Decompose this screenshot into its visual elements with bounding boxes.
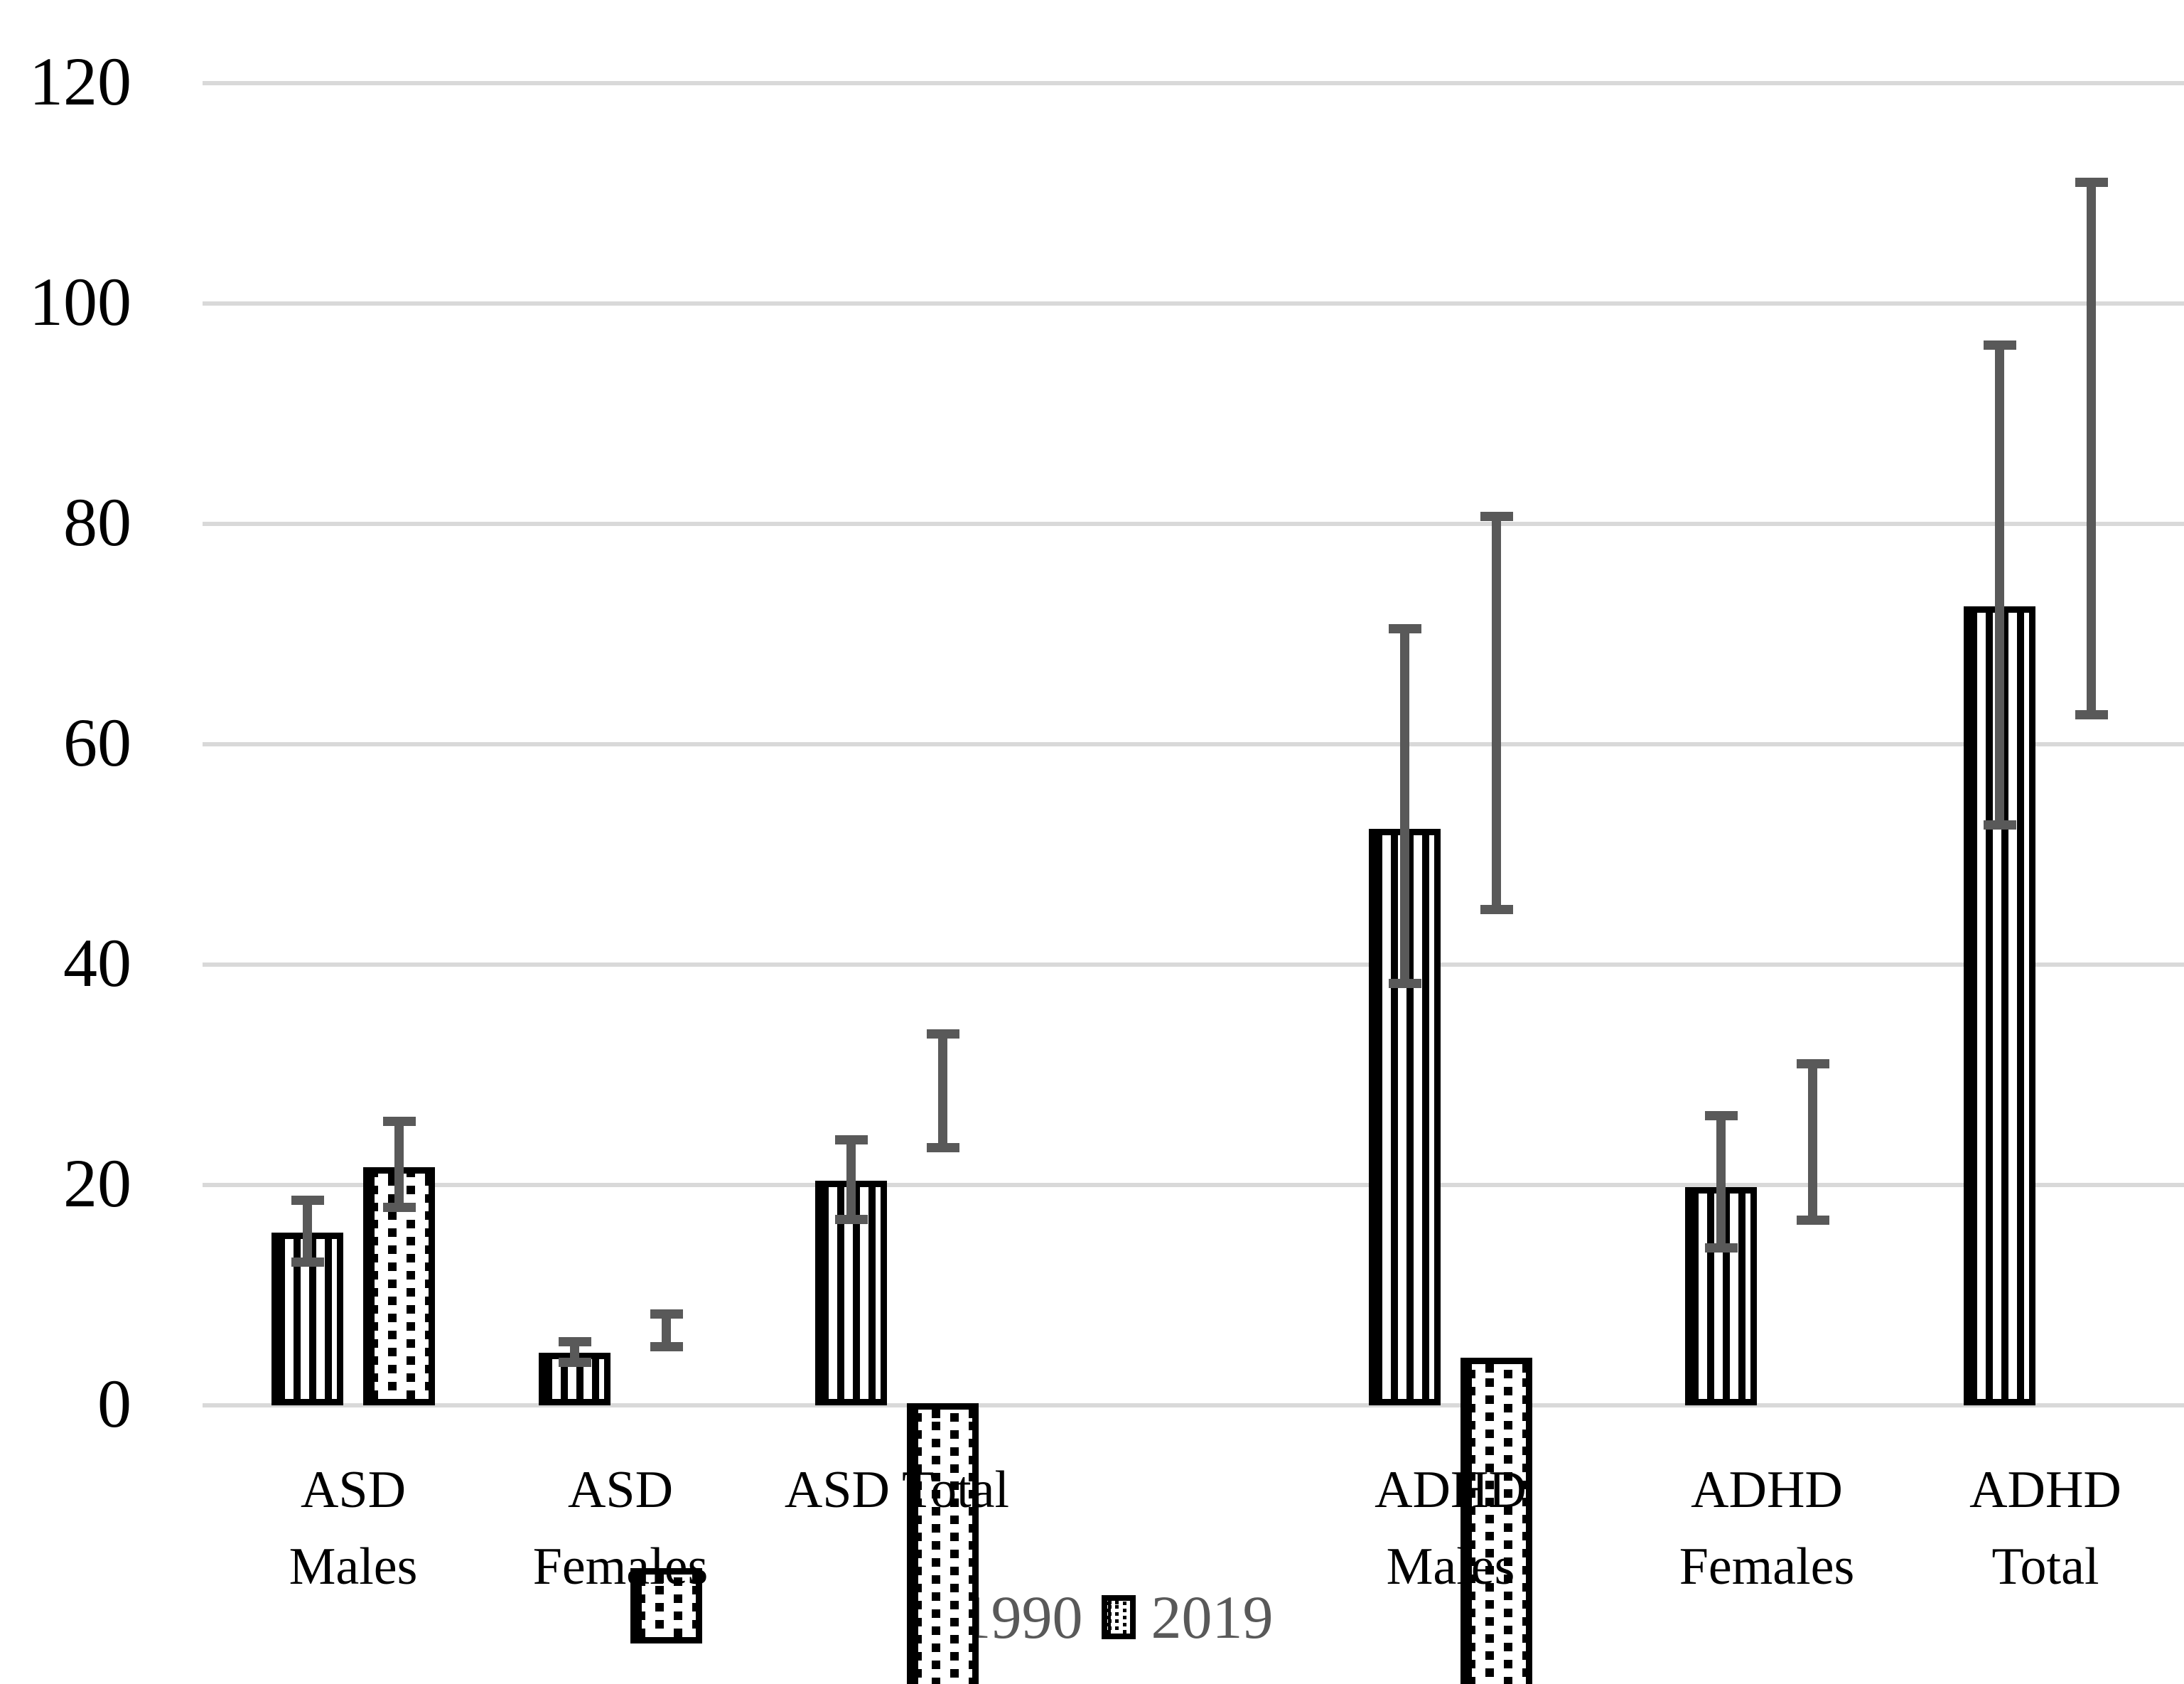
error-bar-cap-bottom (834, 1214, 868, 1224)
legend-label-2019: 2019 (1151, 1583, 1274, 1651)
error-bar-cap-top (1704, 1110, 1738, 1120)
bar-2019-asd-females (630, 1568, 702, 1643)
x-axis-category-label-asd-total: ASD Total (784, 1461, 1010, 1519)
error-bar-cap-bottom (1704, 1243, 1738, 1253)
x-axis-category-label-asd-females: ASD Females (532, 1461, 709, 1596)
error-bar-stem (1995, 345, 2004, 825)
error-bar-cap-bottom (291, 1257, 324, 1267)
error-bar-stem (1492, 516, 1501, 910)
error-bar-cap-bottom (558, 1358, 591, 1368)
error-bar-stem (2087, 182, 2096, 715)
error-bar-cap-bottom (1480, 905, 1513, 914)
gridline-60 (203, 742, 2184, 746)
error-bar-cap-bottom (382, 1202, 416, 1212)
error-bar-cap-top (2075, 178, 2108, 187)
y-axis-tick-label-40: 40 (63, 925, 131, 1001)
error-bar-cap-bottom (1388, 978, 1421, 988)
bar-1990-adhd-females (1685, 1187, 1757, 1405)
gridline-100 (203, 301, 2184, 306)
gridline-20 (203, 1183, 2184, 1187)
bar-2019-asd-total (907, 1403, 979, 1684)
error-bar-cap-top (1983, 340, 2016, 350)
bar-2019-asd-males (363, 1167, 435, 1405)
x-axis-category-label-adhd-females: ADHD Females (1679, 1461, 1855, 1596)
error-bar-stem (394, 1121, 404, 1207)
error-bar-stem (570, 1341, 579, 1363)
y-axis-tick-label-80: 80 (63, 484, 131, 560)
x-axis-category-label-asd-males: ASD Males (289, 1461, 418, 1596)
error-bar-stem (1808, 1063, 1817, 1221)
error-bar-cap-top (834, 1135, 868, 1144)
gridline-0 (203, 1403, 2184, 1407)
error-bar-cap-bottom (650, 1342, 683, 1352)
error-bar-cap-bottom (1796, 1216, 1829, 1226)
y-axis-tick-label-60: 60 (63, 704, 131, 781)
error-bar-stem (846, 1139, 856, 1220)
y-axis-tick-label-20: 20 (63, 1145, 131, 1221)
bar-2019-adhd-males (1461, 1358, 1532, 1684)
gridline-80 (203, 522, 2184, 526)
error-bar-cap-top (1796, 1059, 1829, 1068)
error-bar-stem (303, 1200, 312, 1262)
error-bar-cap-bottom (1983, 820, 2016, 830)
error-bar-cap-top (1480, 511, 1513, 521)
error-bar-cap-bottom (926, 1142, 959, 1152)
error-bar-stem (662, 1314, 671, 1347)
error-bar-cap-bottom (2075, 709, 2108, 719)
y-axis-tick-label-120: 120 (29, 43, 131, 119)
error-bar-cap-top (291, 1196, 324, 1206)
legend-swatch-2019-dots-icon (1101, 1595, 1136, 1639)
error-bar-cap-top (650, 1309, 683, 1319)
gridline-120 (203, 81, 2184, 85)
y-axis-tick-label-100: 100 (29, 264, 131, 340)
error-bar-stem (938, 1034, 947, 1148)
error-bar-stem (1716, 1115, 1726, 1248)
y-axis-tick-label-0: 0 (97, 1366, 131, 1442)
legend-label-1990: 1990 (960, 1583, 1083, 1651)
error-bar-cap-top (382, 1116, 416, 1126)
x-axis-category-label-adhd-males: ADHD Males (1375, 1461, 1527, 1596)
bar-1990-adhd-total (1964, 606, 2035, 1405)
error-bar-cap-top (1388, 623, 1421, 633)
gridline-40 (203, 962, 2184, 967)
error-bar-cap-top (926, 1029, 959, 1039)
error-bar-cap-top (558, 1336, 591, 1346)
legend-item-2019: 2019 (1101, 1583, 1274, 1651)
x-axis-category-label-adhd-total: ADHD Total (1969, 1461, 2121, 1596)
error-bar-stem (1400, 628, 1409, 984)
